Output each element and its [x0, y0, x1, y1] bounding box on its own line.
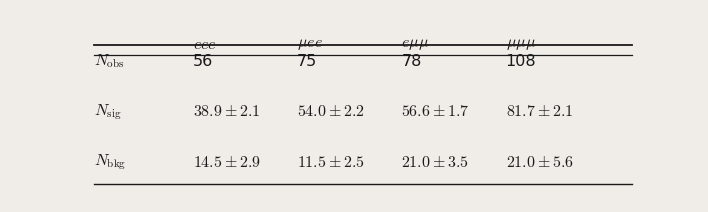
Text: $\mu ee$: $\mu ee$	[297, 37, 323, 52]
Text: $14.5\pm2.9$: $14.5\pm2.9$	[193, 155, 261, 170]
Text: $e\mu\mu$: $e\mu\mu$	[401, 37, 430, 52]
Text: $N_{\mathrm{obs}}$: $N_{\mathrm{obs}}$	[94, 53, 125, 70]
Text: $54.0\pm2.2$: $54.0\pm2.2$	[297, 105, 365, 119]
Text: $11.5\pm2.5$: $11.5\pm2.5$	[297, 155, 365, 170]
Text: 108: 108	[506, 54, 536, 69]
Text: $21.0\pm3.5$: $21.0\pm3.5$	[401, 155, 469, 170]
Text: $\mu\mu\mu$: $\mu\mu\mu$	[506, 37, 536, 52]
Text: 75: 75	[297, 54, 317, 69]
Text: 78: 78	[401, 54, 422, 69]
Text: $eee$: $eee$	[193, 37, 217, 52]
Text: $N_{\mathrm{bkg}}$: $N_{\mathrm{bkg}}$	[94, 153, 126, 172]
Text: $N_{\mathrm{sig}}$: $N_{\mathrm{sig}}$	[94, 102, 122, 122]
Text: $56.6\pm1.7$: $56.6\pm1.7$	[401, 105, 469, 119]
Text: 56: 56	[193, 54, 213, 69]
Text: $38.9\pm2.1$: $38.9\pm2.1$	[193, 105, 261, 119]
Text: $21.0\pm5.6$: $21.0\pm5.6$	[506, 155, 573, 170]
Text: $81.7\pm2.1$: $81.7\pm2.1$	[506, 105, 573, 119]
